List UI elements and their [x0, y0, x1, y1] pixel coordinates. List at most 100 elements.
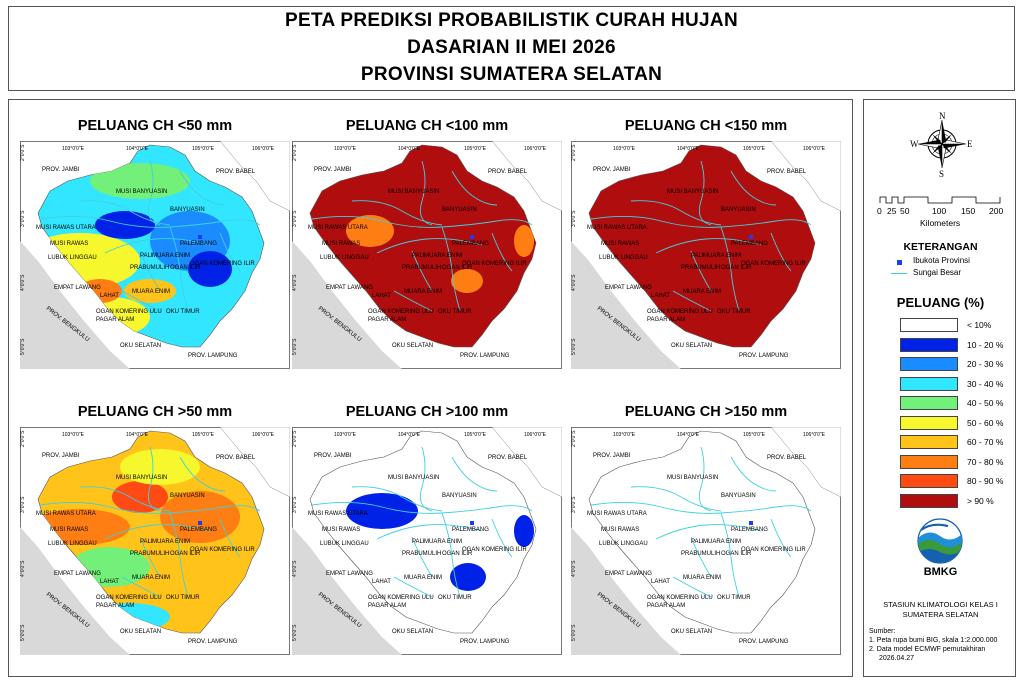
river	[730, 170, 777, 206]
legend-class-label: 10 - 20 %	[967, 339, 1004, 350]
zone-50-60	[120, 449, 200, 485]
zone-10-20	[514, 515, 534, 547]
lon-tick-label: 106°0'0"E	[803, 146, 826, 152]
river	[491, 232, 513, 272]
scale-tick-100: 100	[932, 206, 946, 216]
place-label-oku: OGAN KOMERING ULU	[647, 595, 713, 601]
river	[690, 536, 712, 578]
place-label-prabumulih: PRABUMULIH	[402, 551, 441, 557]
river	[351, 200, 443, 226]
lat-tick-label: 2°0'0"S	[571, 144, 577, 161]
place-label-banyuasin: BANYUASIN	[442, 207, 477, 213]
capital-marker-icon	[470, 521, 474, 525]
river	[441, 512, 461, 598]
river	[655, 524, 762, 540]
lat-tick-label: 4°0'0"S	[571, 560, 577, 577]
river	[698, 160, 712, 226]
lon-tick-label: 104°0'0"E	[398, 432, 421, 438]
place-label-lahat: LAHAT	[372, 579, 391, 585]
legend-class-label: 60 - 70 %	[967, 437, 1004, 447]
place-label-oki: OGAN KOMERING ILIR	[190, 261, 255, 267]
capital-marker-icon	[470, 235, 474, 239]
place-label-oku-timur: OKU TIMUR	[717, 595, 751, 601]
place-label-lubuk-linggau: LUBUK LINGGAU	[48, 541, 97, 547]
title-line-1: PETA PREDIKSI PROBABILISTIK CURAH HUJAN	[285, 10, 738, 31]
compass-w: W	[910, 139, 919, 149]
river	[169, 512, 189, 598]
place-label-musi-rawas: MUSI RAWAS	[601, 527, 639, 533]
river	[491, 518, 513, 558]
place-label-pali: PALI	[140, 539, 153, 545]
place-label-palembang: PALEMBANG	[452, 527, 489, 533]
river	[590, 501, 812, 514]
place-label-pagar-alam: PAGAR ALAM	[647, 603, 685, 609]
place-label-musi-rawas-utara: MUSI RAWAS UTARA	[36, 225, 96, 231]
lat-tick-label: 2°0'0"S	[20, 144, 26, 161]
place-label-prov-babel: PROV. BABEL	[216, 169, 256, 175]
bangka-island	[491, 427, 562, 498]
river	[147, 446, 161, 512]
place-label-pali: PALI	[691, 253, 704, 259]
place-label-ogan-ilir: OGAN ILIR	[442, 551, 473, 557]
lat-tick-label: 5°0'0"S	[571, 338, 577, 355]
panel-gt150: PELUANG CH >150 mm 103°0'0"E 104°0'0"E 105…	[571, 403, 841, 655]
scale-bar: 0 25 50 100 150 200 Kilometers	[877, 196, 1003, 228]
place-label-muara-enim-top: MUARA ENIM	[424, 253, 462, 259]
place-label-oku-timur: OKU TIMUR	[717, 309, 751, 315]
map-lt150: 103°0'0"E 104°0'0"E 105°0'0"E 106°0'0"E 2°0'…	[571, 141, 841, 369]
place-label-pali: PALI	[412, 253, 425, 259]
scale-tick-25: 25	[887, 206, 897, 216]
place-label-musi-rawas: MUSI RAWAS	[50, 241, 88, 247]
place-label-banyuasin: BANYUASIN	[442, 493, 477, 499]
place-label-muara-enim: MUARA ENIM	[404, 289, 442, 295]
place-label-musi-rawas-utara: MUSI RAWAS UTARA	[587, 511, 647, 517]
place-label-pagar-alam: PAGAR ALAM	[368, 603, 406, 609]
place-label-prabumulih: PRABUMULIH	[130, 265, 169, 271]
place-label-muara-enim-top: MUARA ENIM	[703, 253, 741, 259]
place-label-oku-selatan: OKU SELATAN	[120, 629, 161, 635]
zone-10-20	[346, 493, 418, 529]
lon-tick-label: 106°0'0"E	[252, 432, 275, 438]
legend-class-label: < 10%	[967, 320, 992, 330]
lat-tick-label: 2°0'0"S	[571, 430, 577, 447]
place-label-musi-banyuasin: MUSI BANYUASIN	[116, 475, 167, 481]
river	[630, 200, 722, 226]
place-label-prov-jambi: PROV. JAMBI	[593, 453, 631, 459]
legend-swatch	[900, 376, 958, 391]
lon-tick-label: 105°0'0"E	[743, 432, 766, 438]
place-label-musi-rawas-utara: MUSI RAWAS UTARA	[308, 511, 368, 517]
lon-tick-label: 104°0'0"E	[126, 432, 149, 438]
lat-tick-label: 3°0'0"S	[20, 210, 26, 227]
panel-title: PELUANG CH <150 mm	[624, 118, 788, 134]
place-label-oku: OGAN KOMERING ULU	[368, 595, 434, 601]
place-label-musi-rawas: MUSI RAWAS	[322, 241, 360, 247]
zone-70-80	[346, 215, 394, 247]
panel-title: PELUANG CH <50 mm	[77, 118, 233, 134]
place-label-empat-lawang: EMPAT LAWANG	[605, 285, 652, 291]
lon-tick-label: 103°0'0"E	[613, 146, 636, 152]
scale-tick-200: 200	[989, 206, 1003, 216]
place-label-oku-selatan: OKU SELATAN	[392, 629, 433, 635]
sumber-2: 2. Data model ECMWF pemutakhiran	[869, 646, 986, 653]
lat-tick-label: 5°0'0"S	[292, 338, 298, 355]
zone-70-80	[160, 491, 240, 543]
place-label-oku-selatan: OKU SELATAN	[120, 343, 161, 349]
capital-marker-icon	[749, 235, 753, 239]
place-label-oku: OGAN KOMERING ULU	[368, 309, 434, 315]
bangka-island	[770, 141, 841, 212]
place-label-prabumulih: PRABUMULIH	[130, 551, 169, 557]
lat-tick-label: 3°0'0"S	[571, 496, 577, 513]
panel-lt150: PELUANG CH <150 mm 103°0'0"E 104°0'0"E 105…	[571, 117, 841, 369]
lat-tick-label: 3°0'0"S	[292, 210, 298, 227]
lon-tick-label: 106°0'0"E	[524, 432, 547, 438]
sea-shade	[20, 241, 130, 369]
place-label-musi-rawas: MUSI RAWAS	[601, 241, 639, 247]
place-label-ogan-ilir: OGAN ILIR	[442, 265, 473, 271]
place-label-empat-lawang: EMPAT LAWANG	[326, 571, 373, 577]
river	[79, 486, 171, 512]
place-label-prov-lampung: PROV. LAMPUNG	[739, 353, 789, 359]
place-label-pagar-alam: PAGAR ALAM	[96, 603, 134, 609]
title-line-3: PROVINSI SUMATERA SELATAN	[360, 64, 663, 85]
lat-tick-label: 3°0'0"S	[571, 210, 577, 227]
keterangan-title: KETERANGAN	[903, 241, 978, 253]
